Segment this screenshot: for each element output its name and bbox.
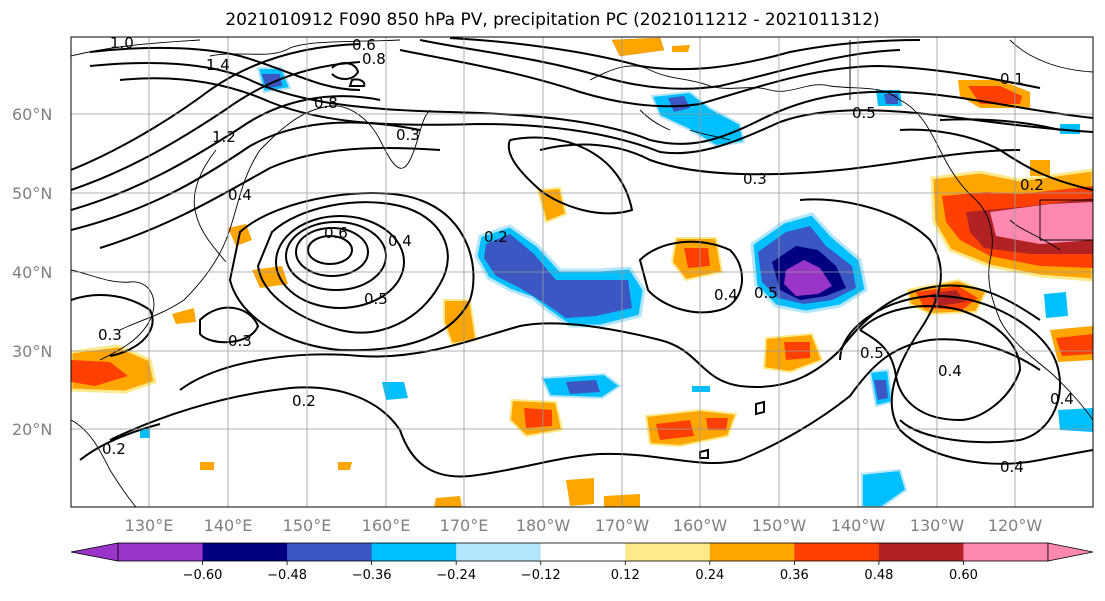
colorbar-swatch [287, 543, 373, 561]
contour-label: 0.5 [860, 344, 884, 362]
map-title: 2021010912 F090 850 hPa PV, precipitatio… [225, 10, 880, 30]
colorbar-tick-label: −0.60 [183, 568, 223, 583]
colorbar-low-extend [70, 542, 119, 562]
lon-label: 160°W [673, 516, 728, 535]
contour-label: 0.2 [1020, 176, 1044, 194]
map-frame [70, 36, 1094, 508]
contour-label: 0.4 [714, 286, 738, 304]
colorbar-tick-label: −0.48 [267, 568, 307, 583]
colorbar-swatch [709, 543, 795, 561]
contour-label: 1.4 [206, 56, 230, 74]
colorbar: −0.60 −0.48 −0.36 −0.24 −0.12 0.12 0.24 0.36 0.4… [70, 542, 1094, 583]
contour-label: 0.3 [228, 332, 252, 350]
lon-label: 130°W [910, 516, 965, 535]
colorbar-swatch [963, 543, 1049, 561]
contour-label: 0.4 [938, 362, 962, 380]
lat-label: 40°N [12, 263, 52, 282]
contour-label: 0.3 [396, 126, 420, 144]
lon-label: 150°E [283, 516, 332, 535]
lon-label: 170°E [440, 516, 489, 535]
colorbar-tick-label: 0.24 [695, 568, 724, 583]
colorbar-swatch [540, 543, 626, 561]
lon-label: 150°W [752, 516, 807, 535]
contour-label: 0.6 [324, 224, 348, 242]
coastlines [71, 39, 1093, 507]
colorbar-tick-label: 0.60 [949, 568, 978, 583]
contour-label: 0.6 [352, 36, 376, 54]
colorbar-tick-label: 0.12 [611, 568, 640, 583]
contour-label: 0.5 [852, 104, 876, 122]
colorbar-swatch [202, 543, 288, 561]
colorbar-tick-label: −0.12 [521, 568, 561, 583]
latitude-labels: 60°N 50°N 40°N 30°N 20°N [12, 105, 52, 439]
colorbar-swatch [456, 543, 542, 561]
colorbar-tick-label: 0.48 [864, 568, 893, 583]
contour-label: 0.4 [388, 232, 412, 250]
contour-label: 0.2 [102, 440, 126, 458]
contour-label: 0.4 [228, 186, 252, 204]
lon-label: 120°W [988, 516, 1043, 535]
lat-label: 50°N [12, 184, 52, 203]
contour-label: 0.4 [1050, 390, 1074, 408]
contour-labels: 1.0 1.4 0.8 0.6 0.8 1.2 0.4 0.6 0.4 0.5 … [98, 34, 1074, 476]
colorbar-tick-label: −0.36 [352, 568, 392, 583]
contour-label: 1.0 [110, 34, 134, 52]
lon-label: 160°E [362, 516, 411, 535]
colorbar-tick-label: −0.24 [436, 568, 476, 583]
contour-label: 0.2 [484, 228, 508, 246]
contour-label: 0.5 [754, 284, 778, 302]
colorbar-swatch [118, 543, 204, 561]
contour-label: 0.3 [98, 326, 122, 344]
contour-label: 1.2 [212, 128, 236, 146]
lat-label: 20°N [12, 420, 52, 439]
lon-label: 180°W [516, 516, 571, 535]
lat-label: 30°N [12, 342, 52, 361]
contour-label: 0.5 [364, 290, 388, 308]
colorbar-swatch [794, 543, 880, 561]
lat-lon-grid [71, 37, 1093, 507]
contour-label: 0.8 [314, 94, 338, 112]
lat-label: 60°N [12, 105, 52, 124]
contour-label: 0.8 [362, 50, 386, 68]
colorbar-swatch [625, 543, 711, 561]
colorbar-swatch [371, 543, 457, 561]
colorbar-swatch [878, 543, 964, 561]
contour-label: 0.2 [292, 392, 316, 410]
contour-label: 0.1 [1000, 70, 1024, 88]
contour-label: 0.4 [1000, 458, 1024, 476]
map-area: 1.0 1.4 0.8 0.6 0.8 1.2 0.4 0.6 0.4 0.5 … [71, 34, 1093, 507]
colorbar-tick-label: 0.36 [780, 568, 809, 583]
colorbar-high-extend [1047, 542, 1094, 562]
lon-label: 130°E [125, 516, 174, 535]
contour-label: 0.3 [743, 170, 767, 188]
lon-label: 140°W [831, 516, 886, 535]
longitude-labels: 130°E 140°E 150°E 160°E 170°E 180°W 170°… [125, 516, 1043, 535]
lon-label: 140°E [204, 516, 253, 535]
lon-label: 170°W [595, 516, 650, 535]
